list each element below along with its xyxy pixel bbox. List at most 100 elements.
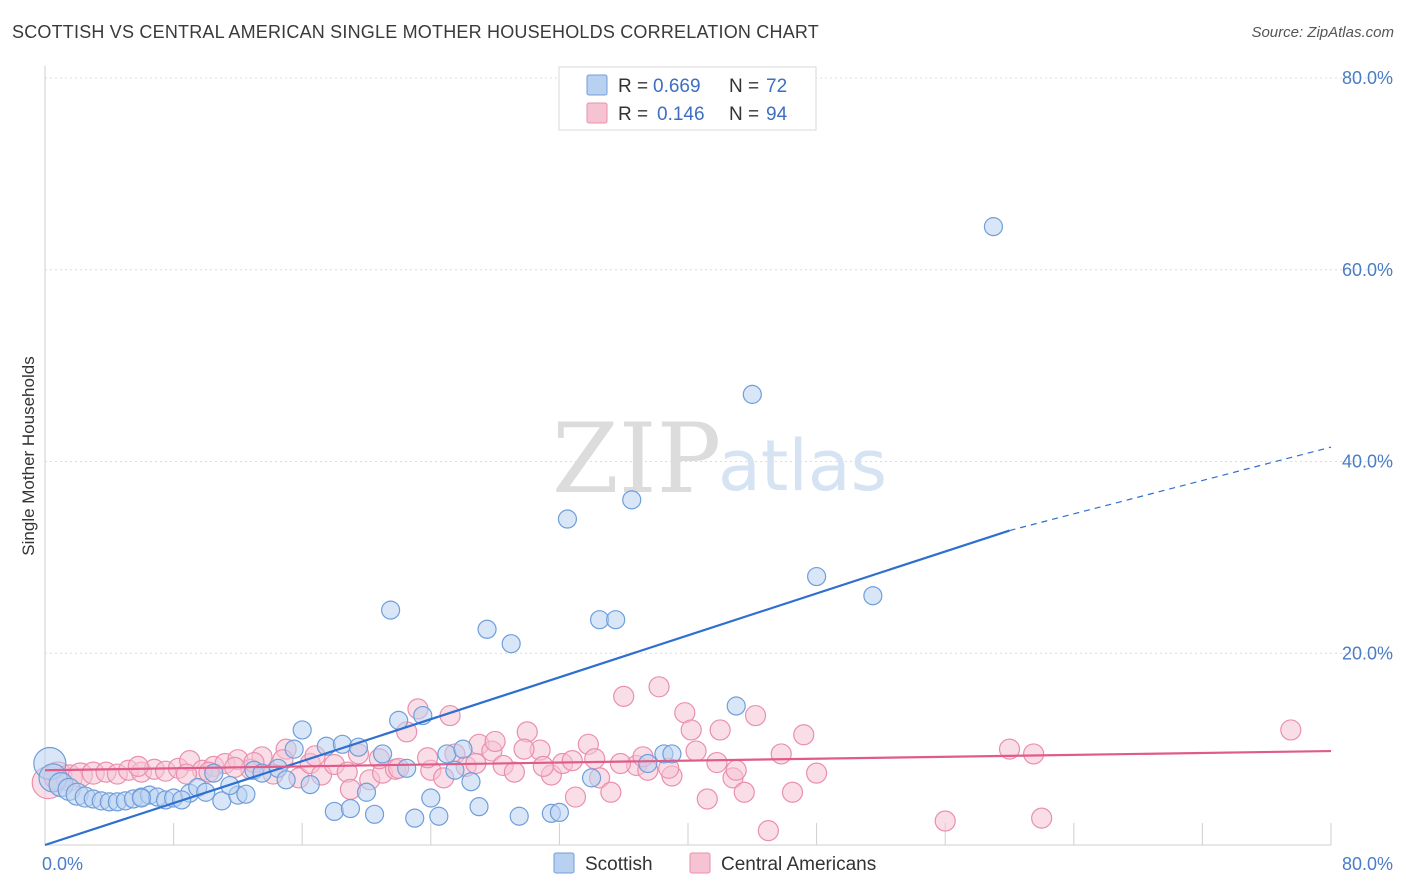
scottish-point-32 — [340, 798, 361, 819]
central-americans-point-62 — [781, 781, 804, 803]
chart-title: SCOTTISH VS CENTRAL AMERICAN SINGLE MOTH… — [12, 22, 819, 42]
scottish-point-53 — [549, 802, 570, 823]
scottish-point-58 — [622, 490, 642, 510]
central-americans-point-87 — [680, 719, 702, 741]
central-americans-point-81 — [532, 755, 554, 777]
scottish-point-68 — [276, 770, 296, 790]
central-americans-point-68 — [1031, 807, 1053, 829]
scottish-point-42 — [421, 788, 441, 808]
central-americans-point-66 — [998, 738, 1021, 760]
central-americans-trend-line — [44, 749, 1332, 772]
y-axis-label: Single Mother Households — [19, 356, 38, 555]
central-americans-point-51 — [648, 676, 670, 698]
central-americans-point-80 — [513, 738, 535, 760]
bottom-legend-label-central-americans: Central Americans — [721, 854, 876, 875]
scottish-point-34 — [356, 782, 377, 802]
central-americans-point-47 — [600, 781, 622, 803]
central-americans-point-58 — [733, 781, 755, 803]
scottish-point-49 — [477, 619, 497, 639]
central-americans-point-40 — [516, 721, 538, 743]
legend-n-label-central-americans: N = — [729, 104, 759, 125]
scottish-point-30 — [324, 801, 344, 822]
legend-r-value-central-americans: 0.146 — [657, 104, 705, 125]
scottish-point-65 — [863, 586, 883, 606]
source-label: Source: ZipAtlas.com — [1251, 24, 1394, 41]
scottish-point-44 — [437, 744, 457, 764]
scottish-point-71 — [131, 788, 152, 808]
scottish-point-59 — [638, 753, 658, 774]
watermark-atlas: atlas — [718, 425, 887, 507]
scottish-point-39 — [397, 758, 417, 778]
legend-r-value-scottish: 0.669 — [653, 76, 701, 97]
scottish-point-36 — [372, 744, 393, 764]
central-americans-point-55 — [696, 788, 718, 810]
central-americans-point-79 — [484, 730, 506, 753]
scottish-point-40 — [405, 808, 425, 828]
legend-n-label-scottish: N = — [729, 76, 759, 97]
central-americans-point-65 — [934, 810, 956, 832]
y-tick-label-2: 40.0% — [1342, 452, 1393, 472]
scottish-point-51 — [509, 806, 529, 826]
y-tick-label-0: 80.0% — [1342, 68, 1393, 88]
scottish-point-56 — [589, 610, 610, 630]
scottish-point-27 — [292, 720, 312, 740]
bottom-legend-swatch-scottish — [553, 852, 575, 874]
bottom-legend-swatch-central-americans — [689, 852, 711, 874]
scottish-point-28 — [300, 774, 320, 795]
scottish-point-45 — [445, 760, 465, 780]
scottish-point-47 — [461, 772, 481, 792]
legend-n-value-scottish: 72 — [766, 76, 787, 97]
central-americans-point-54 — [685, 740, 707, 762]
legend-n-value-central-americans: 94 — [766, 104, 788, 125]
scottish-point-46 — [453, 739, 473, 759]
central-americans-point-88 — [706, 751, 728, 774]
scottish-point-64 — [806, 566, 827, 587]
central-americans-point-93 — [127, 755, 149, 777]
central-americans-point-89 — [725, 759, 747, 781]
scottish-point-57 — [606, 610, 626, 630]
central-americans-point-82 — [561, 750, 583, 772]
central-americans-point-83 — [584, 748, 606, 770]
legend-swatch-scottish — [586, 74, 608, 96]
scottish-point-37 — [381, 600, 401, 620]
scottish-point-50 — [501, 634, 521, 654]
top-legend: R = 0.669 N = 72 R = 0.146 N = 94 — [558, 66, 817, 131]
scottish-point-66 — [983, 217, 1004, 237]
x-tick-labels: 0.0% 80.0% — [42, 854, 1393, 874]
scottish-point-33 — [348, 737, 369, 757]
central-americans-point-60 — [757, 820, 779, 842]
scottish-point-35 — [364, 804, 385, 824]
scottish-point-61 — [662, 744, 682, 764]
central-americans-point-76 — [416, 747, 439, 769]
scottish-trend-extension — [1009, 446, 1332, 532]
bottom-legend: Scottish Central Americans — [553, 852, 876, 875]
central-americans-point-67 — [1023, 743, 1045, 765]
scottish-trend-line — [44, 529, 1010, 847]
scottish-point-48 — [469, 797, 489, 817]
y-tick-labels: 80.0% 60.0% 40.0% 20.0% — [1342, 68, 1393, 663]
x-tick-label-max: 80.0% — [1342, 854, 1393, 874]
scottish-point-54 — [557, 509, 578, 529]
central-americans-point-64 — [805, 762, 828, 784]
central-americans-point-39 — [503, 761, 525, 783]
central-americans-point-61 — [770, 743, 792, 765]
legend-swatch-central-americans — [586, 102, 608, 124]
scottish-point-67 — [236, 784, 256, 804]
scottish-point-26 — [284, 739, 304, 759]
central-americans-point-63 — [793, 724, 815, 746]
central-americans-point-56 — [709, 719, 731, 741]
central-americans-point-44 — [564, 786, 587, 808]
trend-lines — [44, 446, 1332, 847]
central-americans-point-84 — [609, 752, 632, 775]
x-tick-label-min: 0.0% — [42, 854, 83, 874]
grid — [44, 66, 1393, 846]
central-americans-point-59 — [744, 704, 767, 727]
central-americans-point-69 — [1280, 719, 1302, 741]
scottish-points — [33, 217, 1004, 828]
scottish-point-62 — [726, 696, 746, 716]
scottish-point-43 — [429, 806, 449, 826]
y-tick-label-3: 20.0% — [1342, 643, 1393, 663]
scottish-point-55 — [581, 768, 602, 788]
legend-r-label-scottish: R = — [618, 76, 648, 97]
